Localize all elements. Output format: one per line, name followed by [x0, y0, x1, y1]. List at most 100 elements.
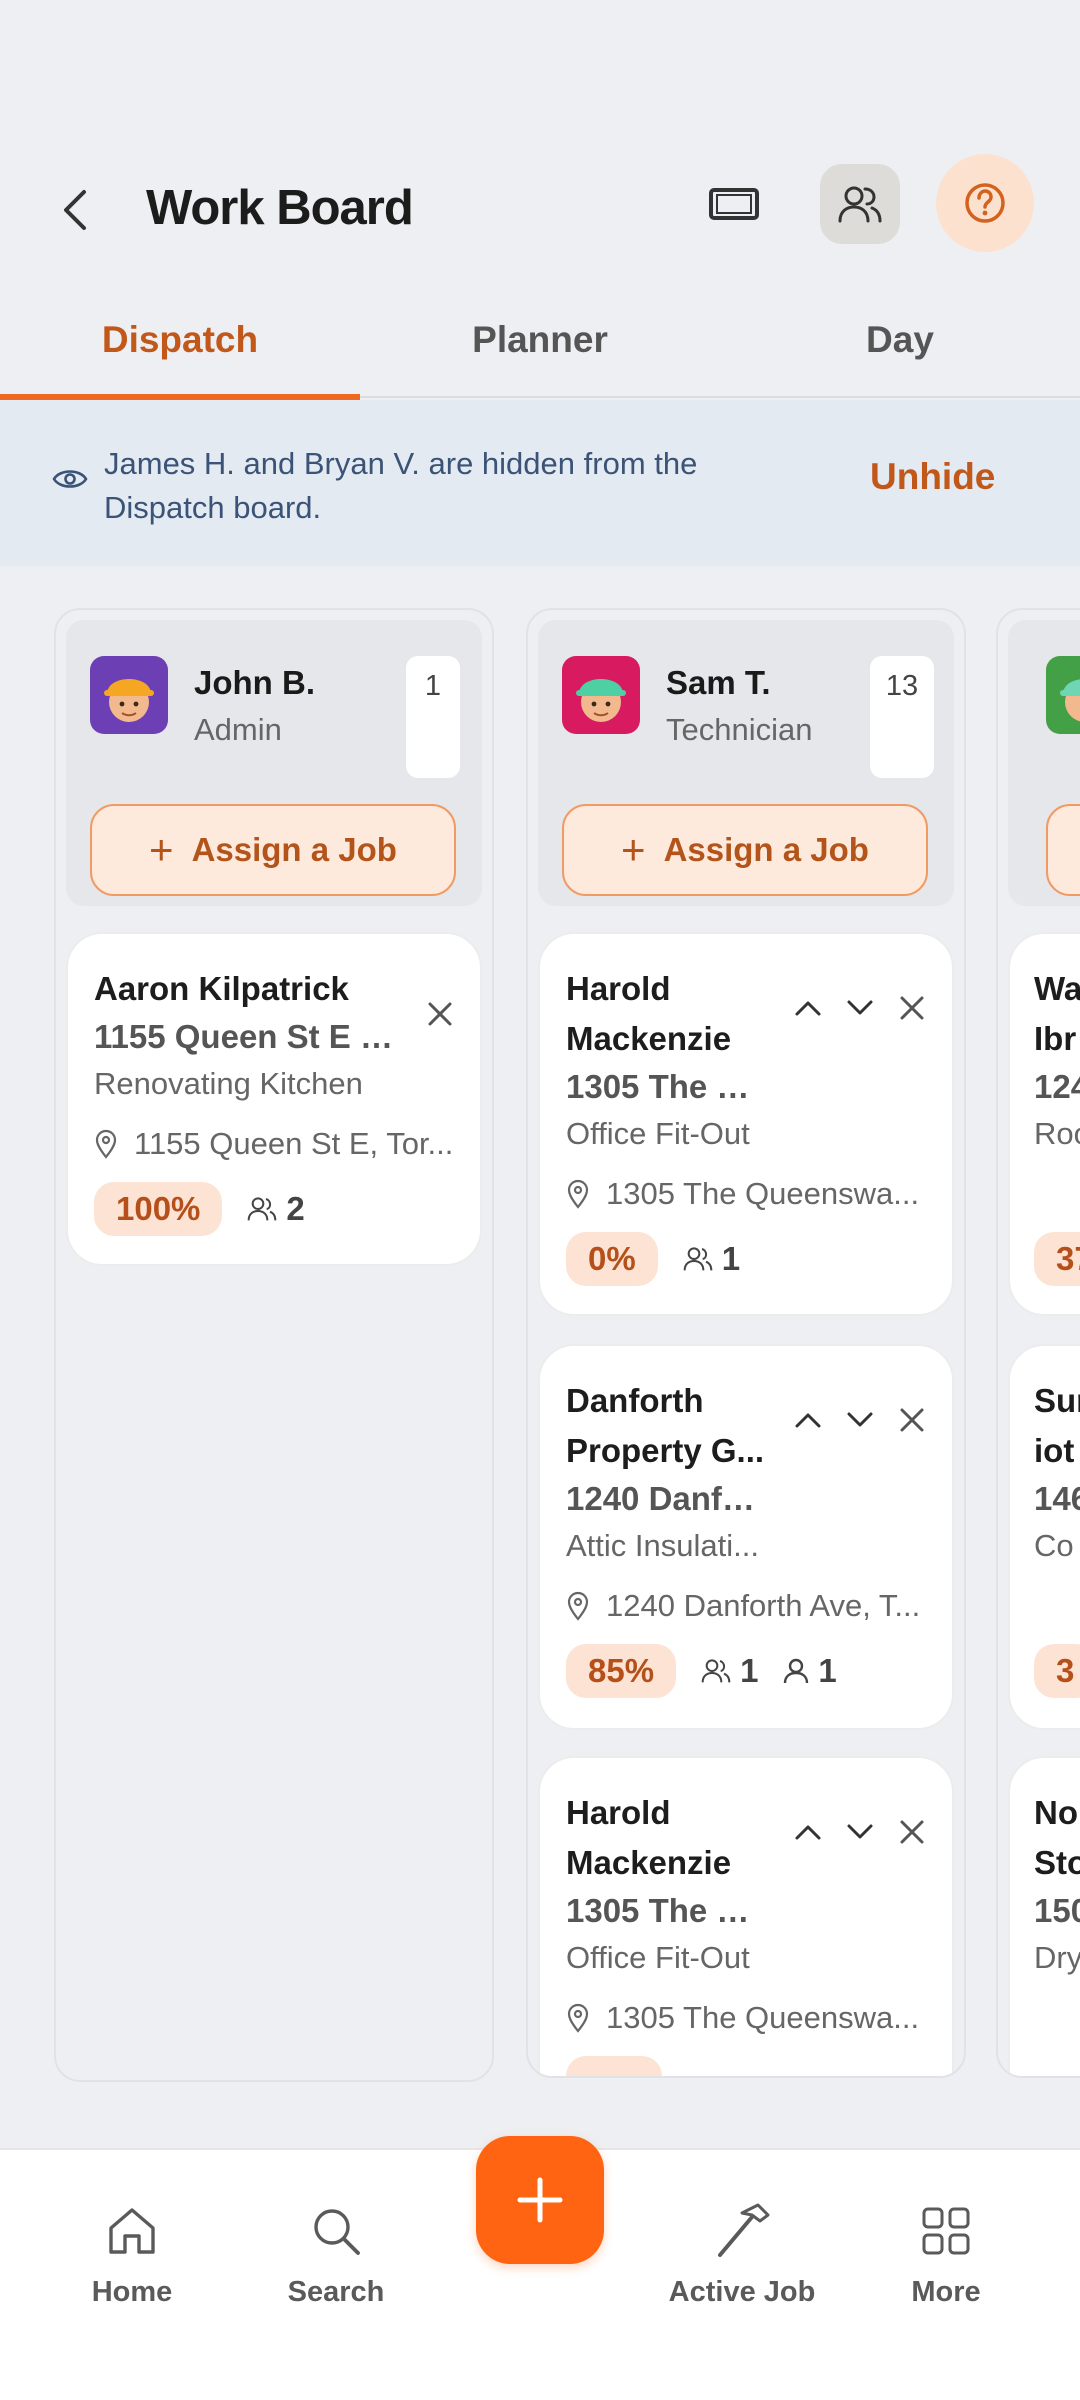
progress-badge: 3 [1034, 1644, 1080, 1698]
card-meta: 0% 1 [566, 1232, 740, 1286]
eye-icon [52, 466, 88, 497]
job-card[interactable]: Danforth Property G... 1240 Danfo... Att… [538, 1344, 954, 1730]
job-address: 124 [1034, 1068, 1080, 1105]
job-location: 1305 The Queenswa... [566, 2000, 936, 2036]
person-count: 1 [782, 1652, 837, 1690]
add-button[interactable] [476, 2136, 604, 2264]
nav-more[interactable]: More [866, 2200, 1026, 2309]
job-title: Co [1034, 1528, 1074, 1563]
job-location: 1155 Queen St E, Tor... [94, 1126, 464, 1162]
job-card[interactable]: Aaron Kilpatrick 1155 Queen St E (J... R… [66, 932, 482, 1266]
job-location: 1240 Danforth Ave, T... [566, 1588, 936, 1624]
column-header: John B. Admin 1 + Assign a Job [66, 620, 482, 906]
home-icon [52, 2200, 212, 2262]
close-icon[interactable] [896, 1404, 928, 1436]
tab-day[interactable]: Day [866, 319, 934, 360]
assign-job-label: Assign a Job [191, 831, 397, 868]
nav-search[interactable]: Search [256, 2200, 416, 2309]
page-title: Work Board [146, 181, 414, 235]
close-icon[interactable] [424, 998, 456, 1030]
nav-home[interactable]: Home [52, 2200, 212, 2309]
tab-dispatch[interactable]: Dispatch [0, 300, 360, 400]
plus-icon [517, 2177, 563, 2223]
avatar [562, 656, 640, 734]
tab-planner[interactable]: Planner [472, 319, 608, 360]
job-title: Dry [1034, 1940, 1080, 1975]
job-address: 1155 Queen St E (J... [94, 1018, 394, 1055]
progress-badge [566, 2056, 662, 2076]
customer-name: Harold Mackenzie [566, 970, 732, 1057]
job-count-badge: 1 [406, 656, 460, 778]
tech-role: Admin [194, 712, 282, 747]
column-header [1008, 620, 1080, 906]
column-header: Sam T. Technician 13 + Assign a Job [538, 620, 954, 906]
assign-job-button[interactable]: + Assign a Job [562, 804, 928, 896]
map-pin-icon [567, 1591, 589, 1621]
plus-icon: + [149, 826, 174, 873]
app-header: Work Board [0, 150, 1080, 270]
card-meta: 3 [1034, 1644, 1080, 1698]
banner-message: James H. and Bryan V. are hidden from th… [104, 446, 698, 525]
customer-name: Wa Ibr [1034, 970, 1080, 1057]
customer-name: Suriot [1034, 1382, 1080, 1469]
chevron-up-icon[interactable] [792, 992, 824, 1024]
card-actions [792, 992, 928, 1024]
job-title: Renovating Kitchen [94, 1066, 363, 1101]
back-button[interactable] [48, 182, 104, 238]
tech-column: Sam T. Technician 13 + Assign a Job Haro… [526, 608, 966, 2078]
view-toggle-button[interactable] [694, 164, 774, 244]
crew-count: 2 [246, 1190, 305, 1228]
close-icon[interactable] [896, 1816, 928, 1848]
chevron-down-icon[interactable] [844, 992, 876, 1024]
assign-job-button[interactable] [1046, 804, 1080, 896]
help-button[interactable] [936, 154, 1034, 252]
plus-icon: + [621, 826, 646, 873]
users-icon [701, 1659, 731, 1683]
progress-badge: 0% [566, 1232, 658, 1286]
team-button[interactable] [820, 164, 900, 244]
chevron-down-icon[interactable] [844, 1404, 876, 1436]
nav-active-job[interactable]: Active Job [662, 2200, 822, 2309]
chevron-left-icon [64, 190, 86, 230]
hidden-techs-banner: James H. and Bryan V. are hidden from th… [0, 400, 1080, 566]
progress-badge: 100% [94, 1182, 223, 1236]
map-pin-icon [567, 1179, 589, 1209]
job-card[interactable]: NoSto 150 Dry [1008, 1756, 1080, 2076]
progress-badge: 85% [566, 1644, 677, 1698]
tech-role: Technician [666, 712, 813, 747]
unhide-button[interactable]: Unhide [870, 456, 996, 497]
crew-count: 1 [700, 1652, 758, 1690]
job-address: 1305 The Q... [566, 1068, 766, 1105]
job-card[interactable]: Suriot 146 Co 3 [1008, 1344, 1080, 1730]
assign-job-button[interactable]: + Assign a Job [90, 804, 456, 896]
crew-count: 1 [682, 1240, 740, 1278]
chevron-up-icon[interactable] [792, 1404, 824, 1436]
tab-bar: Dispatch Planner Day [0, 300, 1080, 400]
card-meta: 37 [1034, 1232, 1080, 1286]
grid-icon [866, 2200, 1026, 2262]
tech-name: Sam T. [666, 664, 771, 701]
job-address: 146 [1034, 1480, 1080, 1517]
tech-name: John B. [194, 664, 315, 701]
hammer-icon [662, 2200, 822, 2262]
card-view-icon [709, 188, 759, 220]
job-card[interactable]: Harold Mackenzie 1305 The Q... Office Fi… [538, 932, 954, 1316]
card-meta: 100% 2 [94, 1182, 305, 1236]
chevron-up-icon[interactable] [792, 1816, 824, 1848]
job-title: Roo [1034, 1116, 1080, 1151]
users-icon [683, 1247, 713, 1271]
assign-job-label: Assign a Job [663, 831, 869, 868]
job-address: 150 [1034, 1892, 1080, 1929]
job-title: Office Fit-Out [566, 1116, 750, 1151]
job-location: 1305 The Queenswa... [566, 1176, 936, 1212]
tech-column: John B. Admin 1 + Assign a Job Aaron Kil… [54, 608, 494, 2082]
close-icon[interactable] [896, 992, 928, 1024]
job-count-badge: 13 [870, 656, 934, 778]
progress-badge: 37 [1034, 1232, 1080, 1286]
chevron-down-icon[interactable] [844, 1816, 876, 1848]
customer-name: Aaron Kilpatrick [94, 970, 349, 1007]
job-card[interactable]: Harold Mackenzie 1305 The Q... Office Fi… [538, 1756, 954, 2076]
user-icon [784, 1658, 809, 1684]
